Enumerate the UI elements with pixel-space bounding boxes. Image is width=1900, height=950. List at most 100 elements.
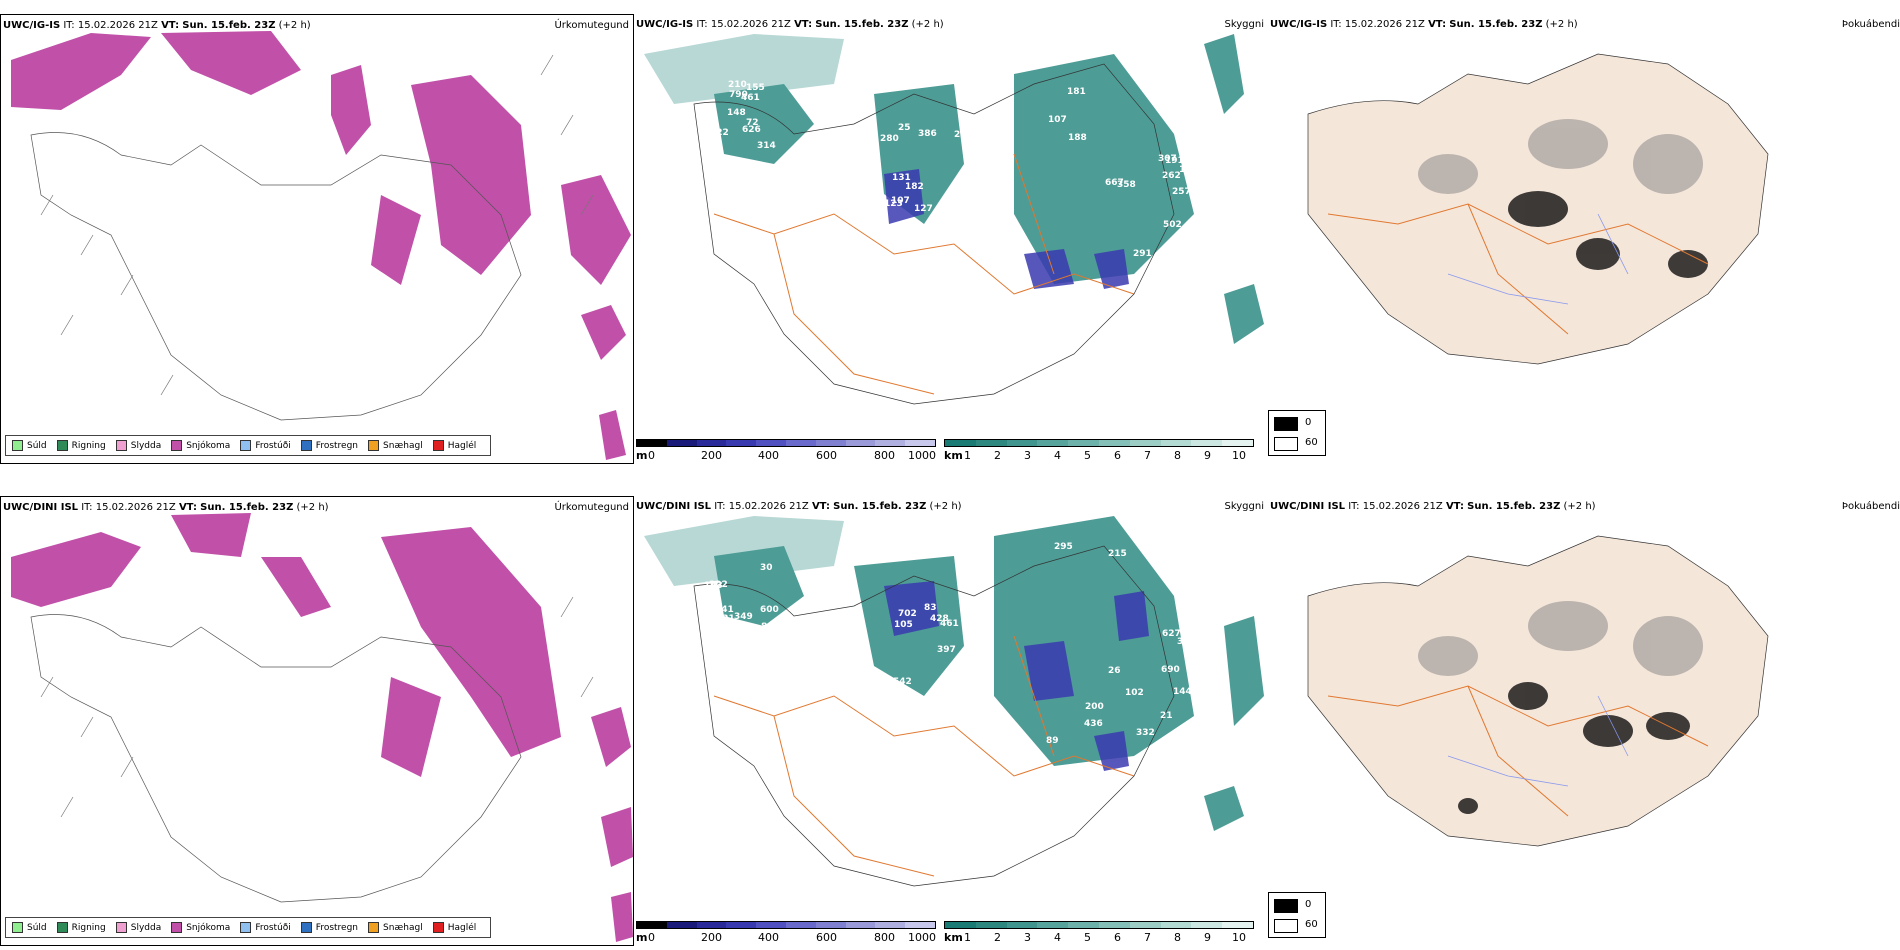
- cloudbase-label: 262: [1162, 171, 1181, 181]
- legend-swatch: [171, 440, 183, 451]
- cloudbase-label: 667: [1105, 178, 1124, 188]
- legend-item: Haglél: [432, 440, 476, 451]
- colorbar-segment: [945, 440, 976, 446]
- colorbar-segment: [756, 922, 786, 928]
- cloudbase-label: 72: [746, 118, 759, 128]
- legend-swatch: [368, 440, 380, 451]
- colorbar-segment: [945, 922, 976, 928]
- colorbar-tick: 1000: [908, 449, 936, 462]
- legend-swatch: [300, 922, 312, 933]
- colorbar-segment: [1191, 440, 1223, 446]
- legend-swatch: [240, 922, 252, 933]
- cloudbase-label: 21: [1160, 711, 1173, 721]
- colorbar-segment: [1191, 922, 1223, 928]
- cloudbase-label: 212: [954, 130, 973, 140]
- precip-panel-row2: UWC/DINI ISL IT: 15.02.2026 21Z VT: Sun.…: [0, 496, 634, 946]
- colorbar-segment: [1098, 922, 1130, 928]
- legend-item: Slydda: [115, 440, 161, 451]
- colorbar-unit: km: [944, 449, 963, 462]
- cloudbase-label: 263: [1189, 639, 1208, 649]
- colorbar-segment: [1160, 922, 1192, 928]
- cloudbase-label: 148: [727, 108, 746, 118]
- colorbar-segment: [696, 922, 727, 928]
- colorbar-tick: 400: [758, 449, 779, 462]
- colorbar-segment: [637, 922, 667, 928]
- colorbar-segment: [666, 922, 697, 928]
- colorbar-segment: [1129, 922, 1161, 928]
- precip-panel-row1: UWC/IG-IS IT: 15.02.2026 21Z VT: Sun. 15…: [0, 14, 634, 464]
- cloudbase-label: 83: [924, 603, 937, 613]
- colorbar-segment: [975, 440, 1007, 446]
- legend-item: Snjókoma: [171, 922, 230, 933]
- colorbar-tick: 9: [1204, 931, 1211, 944]
- panel-header: UWC/IG-IS IT: 15.02.2026 21Z VT: Sun. 15…: [3, 20, 311, 31]
- cloud-map: 314 280 852 257 461 123 181 178 222 25 208 502 790 38…: [644, 34, 1264, 405]
- cloudbase-label: 358: [1117, 180, 1136, 190]
- colorbar-segment: [1098, 440, 1130, 446]
- legend-swatch: [368, 922, 380, 933]
- cloudbase-label: 428: [930, 614, 949, 624]
- cloudbase-label: 181: [1067, 87, 1086, 97]
- colorbar-segment: [785, 922, 816, 928]
- colorbar-tick: 1: [964, 931, 971, 944]
- colorbar-segment: [1068, 922, 1099, 928]
- colorbar-tick: 0: [648, 449, 655, 462]
- colorbar-segment: [637, 440, 667, 446]
- cloudbase-label: 436: [1084, 719, 1103, 729]
- cloudbase-label: 105: [894, 620, 913, 630]
- cloudbase-label: 721: [716, 614, 735, 624]
- legend-item: Snæhagl: [368, 922, 423, 933]
- cloudbase-label: 210: [728, 80, 747, 90]
- cloudbase-label: 702: [898, 609, 917, 619]
- fog-swatch-top: [1274, 899, 1298, 913]
- colorbar-segment: [1160, 440, 1192, 446]
- legend-item: Frostregn: [300, 440, 358, 451]
- cloudbase-label: 304: [1177, 637, 1196, 647]
- cloudbase-label: 25: [898, 123, 911, 133]
- colorbar-tick: 5: [1084, 449, 1091, 462]
- cloudbase-label: 26: [1108, 666, 1121, 676]
- legend-item: Frostúði: [240, 440, 291, 451]
- colorbar-segment: [756, 440, 786, 446]
- cloudbase-label: 386: [918, 129, 937, 139]
- fog-bottom-label: 60: [1305, 919, 1318, 930]
- legend-swatch: [12, 922, 23, 933]
- cloudbase-label: 284: [742, 628, 761, 638]
- panel-title: Skyggni: [1224, 19, 1264, 30]
- cloudbase-label: 200: [1085, 702, 1104, 712]
- cloud-panel-row1: UWC/IG-IS IT: 15.02.2026 21Z VT: Sun. 15…: [634, 14, 1268, 464]
- colorbar-segment: [875, 440, 906, 446]
- colorbar-tick: 7: [1144, 449, 1151, 462]
- colorbar-tick: 1000: [908, 931, 936, 944]
- legend-item: Haglél: [432, 922, 476, 933]
- cloud-map: 600 235 200 21 349 702 295 263 284 461 26 105 193 428…: [644, 516, 1264, 887]
- cloudbase-label: 141: [715, 605, 734, 615]
- cloudbase-colorbar: m 0 200 400 600 800 1000: [636, 921, 936, 945]
- cloudbase-label: 215: [1108, 549, 1127, 559]
- colorbar-segment: [1006, 440, 1038, 446]
- fog-panel-row2: UWC/DINI ISL IT: 15.02.2026 21Z VT: Sun.…: [1268, 496, 1900, 946]
- fog-scale-box: 0 60: [1268, 410, 1326, 456]
- cloudbase-colorbar: m 0 200 400 600 800 1000: [636, 439, 936, 463]
- fog-panel-row1: UWC/IG-IS IT: 15.02.2026 21Z VT: Sun. 15…: [1268, 14, 1900, 464]
- colorbar-segment: [845, 922, 876, 928]
- cloudbase-label: 852: [1149, 78, 1168, 88]
- cloudbase-label: 30: [760, 563, 773, 573]
- visibility-colorbar: km 1 2 3 4 5 6 7 8 9 10: [944, 921, 1254, 945]
- colorbar-segment: [1222, 922, 1253, 928]
- colorbar-tick: 200: [701, 931, 722, 944]
- cloudbase-label: 193: [704, 581, 723, 591]
- fog-top-label: 0: [1305, 899, 1312, 910]
- cloudbase-label: 626: [742, 125, 761, 135]
- cloudbase-label: 690: [1161, 665, 1180, 675]
- panel-title: Skyggni: [1224, 501, 1264, 512]
- panel-title: Þokuábendi: [1841, 501, 1900, 512]
- panel-header: UWC/DINI ISL IT: 15.02.2026 21Z VT: Sun.…: [1270, 501, 1596, 512]
- cloudbase-label: 178: [1179, 165, 1198, 175]
- legend-swatch: [56, 922, 68, 933]
- cloudbase-label: 295: [1054, 542, 1073, 552]
- colorbar-segment: [845, 440, 876, 446]
- cloudbase-label: 123: [884, 199, 903, 209]
- colorbar-tick: 600: [816, 931, 837, 944]
- fog-swatch-top: [1274, 417, 1298, 431]
